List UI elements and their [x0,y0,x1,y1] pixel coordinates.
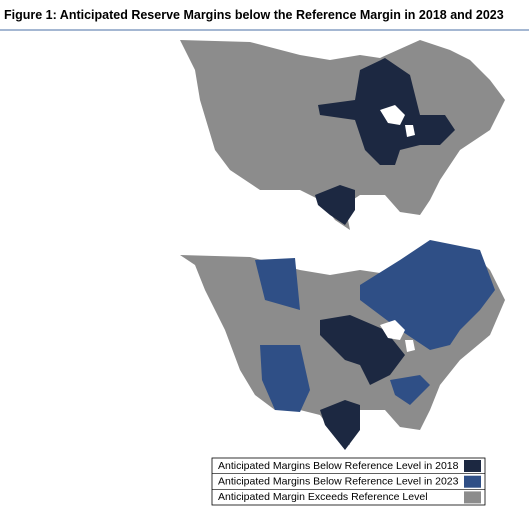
region-2018 [320,315,405,385]
region-2018 [315,185,355,225]
legend-label: Anticipated Margin Exceeds Reference Lev… [218,491,428,503]
land [180,40,505,230]
map-2023 [180,240,505,450]
region-2023 [390,375,430,405]
lakes [380,320,415,352]
legend: Anticipated Margins Below Reference Leve… [211,457,486,506]
figure-title: Figure 1: Anticipated Reserve Margins be… [4,8,504,22]
legend-swatch [464,460,481,472]
legend-label: Anticipated Margins Below Reference Leve… [218,475,459,487]
region-2018 [320,400,360,450]
map-2018 [180,40,505,230]
legend-box [211,457,486,506]
lakes [380,105,415,137]
legend-swatch [464,475,481,488]
region-2023 [255,258,300,310]
legend-swatch [464,491,481,504]
region-2023 [260,345,310,412]
legend-label: Anticipated Margins Below Reference Leve… [218,460,459,472]
